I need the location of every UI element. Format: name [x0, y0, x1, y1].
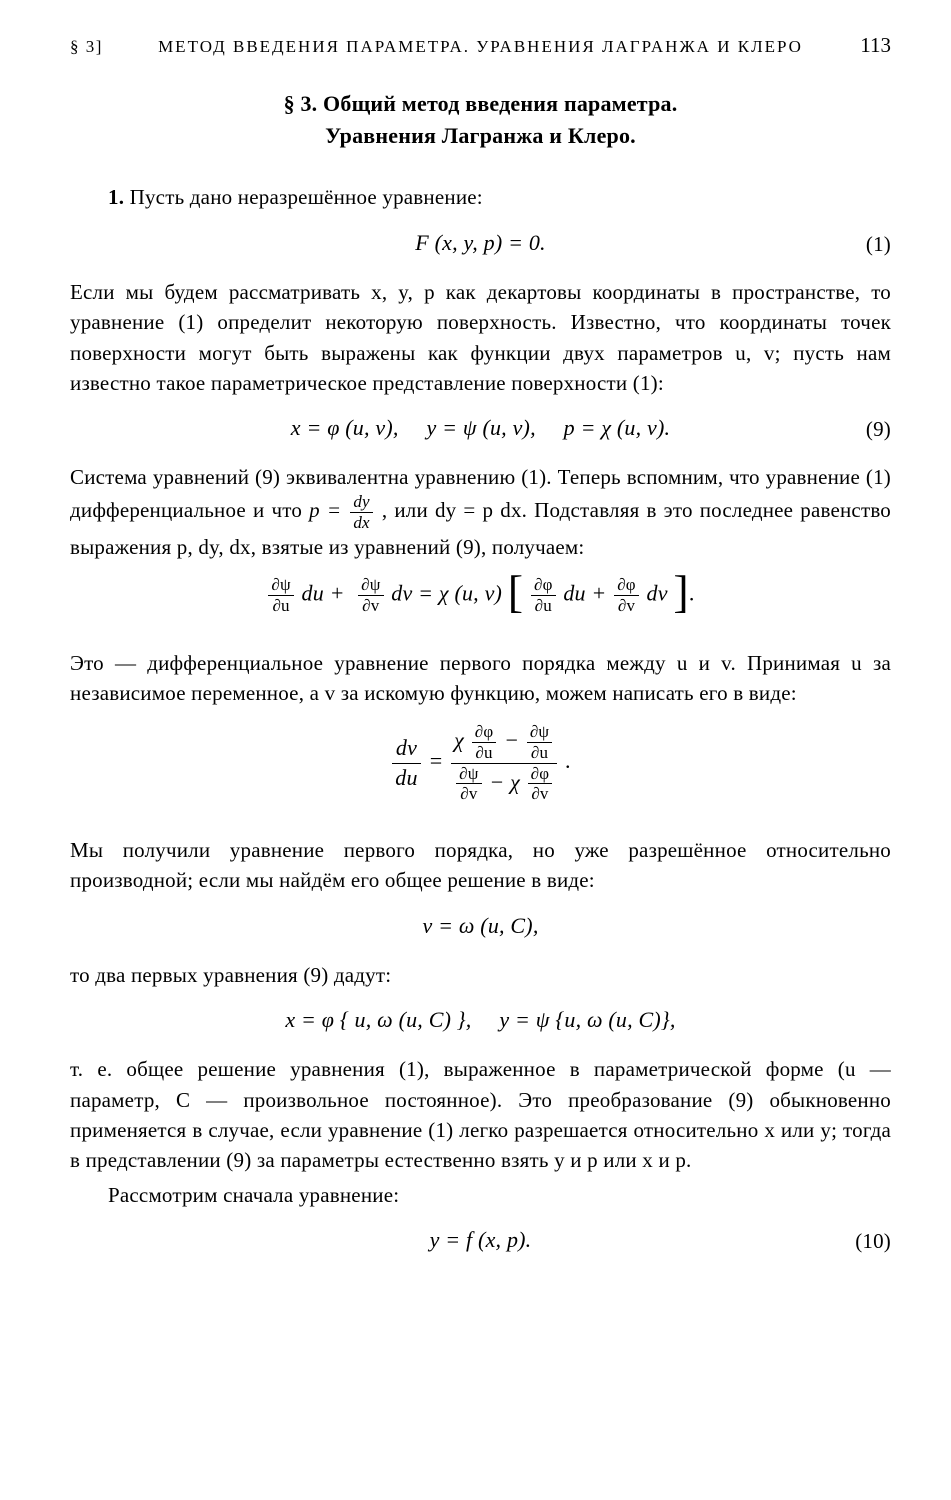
dphidu-den: ∂u	[531, 597, 556, 615]
paragraph-after-eq1: Если мы будем рассматривать x, y, p как …	[70, 277, 891, 399]
equation-10-body: y = f (x, p).	[70, 1224, 891, 1256]
dphidu: ∂φ ∂u	[531, 576, 556, 615]
inline-frac-lhs: p =	[309, 498, 341, 522]
dvdu-eq-sign: =	[428, 748, 449, 773]
dvdu-lhs-den: du	[392, 765, 420, 791]
equation-10-number: (10)	[855, 1226, 891, 1256]
equation-partial: ∂ψ ∂u du + ∂ψ ∂v dv = χ (u, v) [ ∂φ ∂u d…	[70, 576, 891, 632]
eqp-period: .	[689, 580, 695, 605]
dvdu-top-b-den: ∂u	[527, 744, 552, 762]
dvdu-bot-b-num: ∂φ	[528, 765, 553, 783]
equation-xy-body: x = φ { u, ω (u, C) }, y = ψ {u, ω (u, C…	[70, 1004, 891, 1036]
dphidv-num: ∂φ	[614, 576, 639, 594]
dvdu-bot-b: ∂φ ∂v	[528, 765, 553, 804]
page-number: 113	[831, 30, 891, 60]
equation-9-number: (9)	[866, 414, 891, 444]
dvdu-bot-a: ∂ψ ∂v	[456, 765, 481, 804]
dphidv: ∂φ ∂v	[614, 576, 639, 615]
running-head: § 3] МЕТОД ВВЕДЕНИЯ ПАРАМЕТРА. УРАВНЕНИЯ…	[70, 30, 891, 60]
equation-1: F (x, y, p) = 0. (1)	[70, 227, 891, 261]
dvdu-bot-a-den: ∂v	[456, 785, 481, 803]
dvdu-lhs: dv du	[392, 735, 420, 791]
paragraph-two-first: то два первых уравнения (9) дадут:	[70, 960, 891, 990]
eqp-dv2: dv	[647, 580, 668, 605]
paragraph-consider: Рассмотрим сначала уравнение:	[70, 1180, 891, 1210]
dvdu-rhs-den: ∂ψ ∂v − χ ∂φ ∂v	[451, 765, 557, 804]
equation-omega-body: v = ω (u, C),	[70, 910, 891, 942]
frac-den: dx	[350, 514, 372, 532]
dphidu-num: ∂φ	[531, 576, 556, 594]
section-title: § 3. Общий метод введения параметра. Ура…	[70, 88, 891, 152]
dvdu-top-b: ∂ψ ∂u	[527, 723, 552, 762]
dpsidu: ∂ψ ∂u	[268, 576, 293, 615]
dvdu-top-b-num: ∂ψ	[527, 723, 552, 741]
paragraph-final: т. е. общее решение уравнения (1), выраж…	[70, 1054, 891, 1176]
dvdu-chi-top: χ	[454, 727, 464, 752]
dpsidv: ∂ψ ∂v	[358, 576, 383, 615]
equation-1-number: (1)	[866, 228, 891, 258]
paragraph-solved: Мы получили уравнение первого порядка, н…	[70, 835, 891, 896]
equation-9-body: x = φ (u, v), y = ψ (u, v), p = χ (u, v)…	[70, 412, 891, 444]
dvdu-minus-top: −	[504, 727, 525, 752]
dphidv-den: ∂v	[614, 597, 639, 615]
page: § 3] МЕТОД ВВЕДЕНИЯ ПАРАМЕТРА. УРАВНЕНИЯ…	[0, 0, 951, 1500]
item-number: 1.	[108, 185, 124, 209]
title-line-2: Уравнения Лагранжа и Клеро.	[325, 123, 636, 148]
lead-paragraph: 1. Пусть дано неразрешённое уравнение:	[70, 182, 891, 212]
dvdu-chi-bot: χ	[510, 769, 520, 794]
dpsidu-num: ∂ψ	[268, 576, 293, 594]
dvdu-bot-b-den: ∂v	[528, 785, 553, 803]
title-line-1: § 3. Общий метод введения параметра.	[284, 91, 678, 116]
dpsidu-den: ∂u	[268, 597, 293, 615]
dvdu-top-a-num: ∂φ	[472, 723, 497, 741]
frac-num: dy	[350, 493, 372, 511]
dvdu-minus-bot: −	[489, 769, 510, 794]
equation-omega: v = ω (u, C),	[70, 910, 891, 944]
equation-1-body: F (x, y, p) = 0.	[70, 227, 891, 259]
equation-dvdu: dv du = χ ∂φ ∂u − ∂ψ ∂u	[70, 723, 891, 819]
dvdu-rhs: χ ∂φ ∂u − ∂ψ ∂u ∂ψ	[451, 723, 557, 803]
running-title: МЕТОД ВВЕДЕНИЯ ПАРАМЕТРА. УРАВНЕНИЯ ЛАГР…	[130, 35, 831, 60]
paragraph-after-eq9: Система уравнений (9) эквивалентна уравн…	[70, 462, 891, 562]
eqp-du1: du +	[302, 580, 351, 605]
equation-9: x = φ (u, v), y = ψ (u, v), p = χ (u, v)…	[70, 412, 891, 446]
dpsidv-den: ∂v	[358, 597, 383, 615]
dvdu-period: .	[565, 748, 571, 773]
section-mark: § 3]	[70, 35, 130, 60]
dvdu-bot-a-num: ∂ψ	[456, 765, 481, 783]
lead-text: Пусть дано неразрешённое уравнение:	[130, 185, 483, 209]
dvdu-top-a: ∂φ ∂u	[472, 723, 497, 762]
eqp-mid: dv = χ (u, v)	[391, 580, 508, 605]
dpsidv-num: ∂ψ	[358, 576, 383, 594]
equation-dvdu-body: dv du = χ ∂φ ∂u − ∂ψ ∂u	[70, 723, 891, 803]
equation-xy: x = φ { u, ω (u, C) }, y = ψ {u, ω (u, C…	[70, 1004, 891, 1038]
dvdu-top-a-den: ∂u	[472, 744, 497, 762]
inline-fraction-dy-dx: dy dx	[350, 493, 372, 532]
eqp-du2: du +	[563, 580, 612, 605]
paragraph-between: Это — дифференциальное уравнение первого…	[70, 648, 891, 709]
dvdu-rhs-num: χ ∂φ ∂u − ∂ψ ∂u	[451, 723, 557, 762]
equation-10: y = f (x, p). (10)	[70, 1224, 891, 1258]
dvdu-lhs-num: dv	[392, 735, 420, 761]
equation-partial-body: ∂ψ ∂u du + ∂ψ ∂v dv = χ (u, v) [ ∂φ ∂u d…	[70, 576, 891, 615]
